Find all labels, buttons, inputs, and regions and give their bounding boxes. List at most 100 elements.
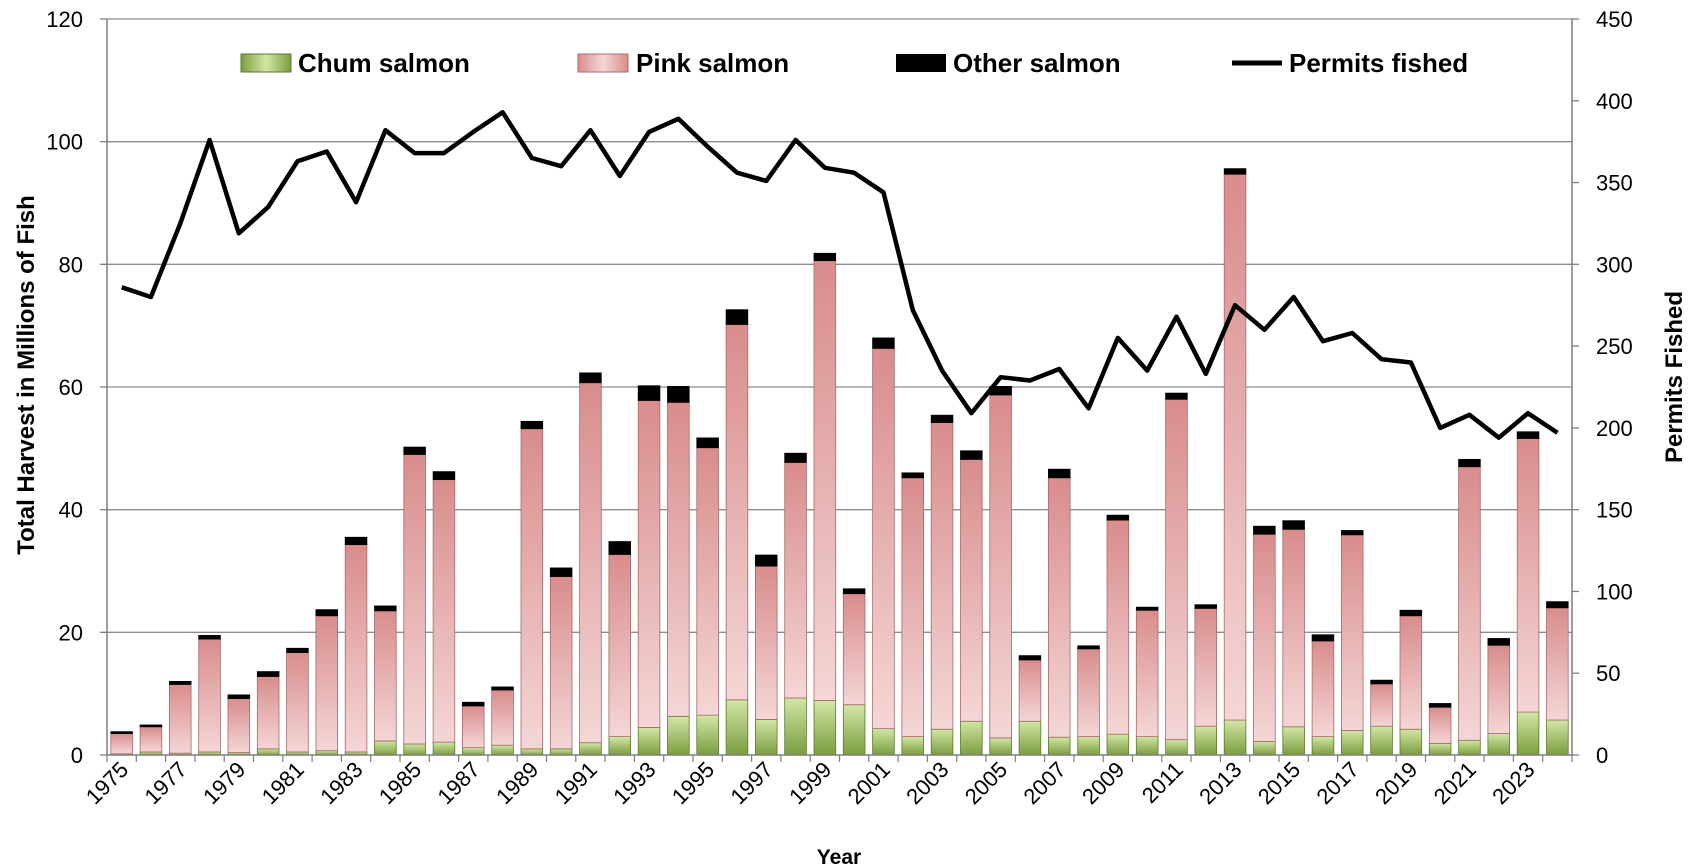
bar-other-1993	[637, 385, 661, 401]
bar-pink-2015	[1282, 528, 1305, 728]
bar-pink-1982	[315, 615, 338, 752]
bar-pink-2003	[930, 422, 954, 730]
x-tick-label: 1989	[491, 757, 543, 809]
gridlines	[107, 18, 1572, 633]
bar-other-1998	[784, 452, 807, 463]
y2-tick-label: 0	[1596, 743, 1608, 768]
bar-other-1990	[549, 567, 573, 577]
x-tick-label: 1981	[257, 757, 309, 809]
bar-pink-2005	[989, 394, 1012, 739]
bar-chum-2016	[1311, 736, 1335, 756]
bar-chum-2010	[1135, 736, 1159, 756]
bar-other-1989	[520, 420, 544, 430]
legend-item-pink: Pink salmon	[577, 48, 789, 78]
bar-pink-2008	[1077, 648, 1100, 737]
bar-pink-1984	[374, 610, 397, 742]
bar-chum-1980	[256, 748, 280, 756]
x-tick-label: 2019	[1370, 757, 1422, 809]
bar-other-2003	[930, 414, 954, 423]
bar-chum-1984	[374, 740, 397, 756]
y2-tick-label: 400	[1596, 89, 1633, 114]
bar-other-1982	[315, 609, 338, 617]
bar-other-2000	[842, 588, 866, 595]
bar-chum-1992	[608, 736, 631, 756]
y2-tick-label: 200	[1596, 416, 1633, 441]
bar-pink-2006	[1018, 659, 1042, 722]
y-tick-label: 20	[59, 620, 83, 645]
bar-chum-2001	[872, 728, 895, 756]
bar-other-1981	[286, 647, 309, 653]
bar-pink-2017	[1341, 534, 1364, 731]
bars	[110, 168, 1569, 756]
bar-other-1994	[667, 385, 690, 403]
bar-other-2004	[960, 450, 983, 460]
y2-axis-title: Permits Fished	[1661, 291, 1688, 463]
bar-pink-1985	[403, 454, 426, 745]
y-tick-label: 100	[46, 130, 83, 155]
bar-pink-2000	[842, 593, 866, 706]
bar-chum-2019	[1399, 728, 1423, 756]
bar-other-2008	[1077, 645, 1100, 650]
bar-other-2016	[1311, 634, 1335, 642]
bar-chum-2024	[1546, 719, 1569, 756]
bar-other-2009	[1106, 514, 1130, 521]
x-tick-label: 1983	[315, 757, 367, 809]
bar-other-2002	[901, 472, 924, 479]
x-tick-label: 1975	[81, 757, 133, 809]
bar-other-2023	[1516, 431, 1540, 439]
bar-chum-1998	[784, 697, 807, 756]
y2-tick-label: 450	[1596, 7, 1633, 32]
bar-chum-2005	[989, 737, 1012, 756]
bar-pink-1994	[667, 401, 690, 717]
y-tick-label: 60	[59, 375, 83, 400]
bar-other-2012	[1194, 604, 1217, 609]
legend-item-chum: Chum salmon	[240, 48, 470, 78]
bar-pink-2022	[1487, 644, 1510, 734]
y-tick-label: 120	[46, 7, 83, 32]
left-axis-ticks: 0 20 40 60 80 100 120	[46, 7, 107, 768]
x-tick-label: 1977	[139, 757, 191, 809]
bar-chum-2020	[1428, 742, 1452, 756]
bar-other-1992	[608, 541, 631, 555]
x-tick-label: 2015	[1253, 757, 1305, 809]
bar-pink-1993	[637, 400, 661, 728]
permits-fished-line	[120, 109, 1559, 440]
bar-chum-1991	[579, 742, 602, 756]
bar-pink-1988	[491, 689, 514, 746]
bar-other-2018	[1370, 679, 1393, 685]
bar-pink-1987	[462, 705, 485, 749]
legend-swatch-chum	[240, 53, 292, 73]
bar-chum-2015	[1282, 726, 1305, 756]
bar-other-1988	[491, 686, 514, 691]
x-axis-title: Year	[817, 846, 861, 867]
bar-other-1978	[198, 635, 221, 640]
bar-pink-1995	[696, 447, 719, 716]
x-tick-label: 1995	[667, 757, 719, 809]
bar-other-2010	[1135, 606, 1159, 611]
bar-pink-1983	[344, 544, 368, 753]
bar-chum-2007	[1048, 736, 1071, 756]
x-axis-ticks: 1975 1977 1979 1981 1983 1985 1987 1989 1991 1993…	[81, 755, 1573, 809]
bar-chum-1990	[549, 748, 573, 756]
bar-pink-2013	[1223, 173, 1247, 721]
bar-pink-1998	[784, 462, 807, 699]
bar-other-2015	[1282, 520, 1305, 530]
x-tick-label: 2017	[1311, 757, 1363, 809]
bar-other-2019	[1399, 609, 1423, 617]
bar-pink-2023	[1516, 438, 1540, 713]
bar-pink-1975	[110, 733, 133, 755]
legend-item-other: Other salmon	[896, 48, 1121, 78]
bar-other-1999	[813, 252, 837, 262]
legend-label-pink: Pink salmon	[636, 48, 789, 78]
bar-chum-2012	[1194, 725, 1217, 756]
bar-chum-1985	[403, 743, 426, 756]
bar-chum-2004	[960, 720, 983, 756]
y2-tick-label: 250	[1596, 334, 1633, 359]
bar-other-1985	[403, 446, 426, 455]
x-tick-label: 2023	[1487, 757, 1539, 809]
bar-other-2017	[1341, 530, 1364, 536]
legend-swatch-other	[896, 54, 946, 72]
bar-chum-1997	[755, 719, 778, 756]
bar-pink-2007	[1048, 477, 1071, 738]
x-tick-label: 2009	[1077, 757, 1129, 809]
